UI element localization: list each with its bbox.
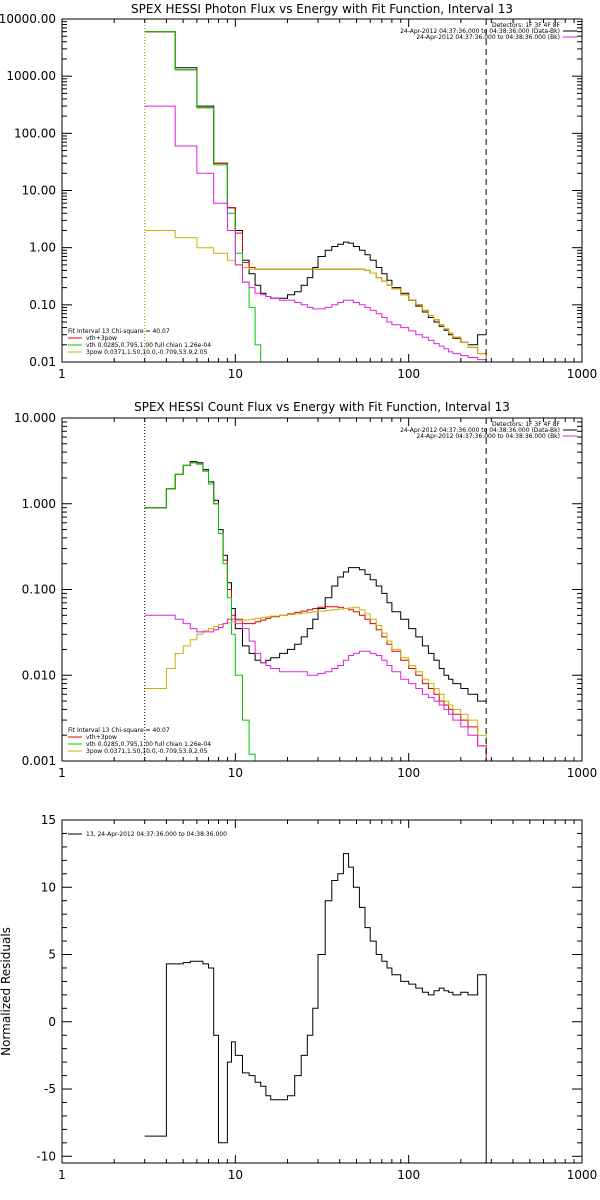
- y-tick-label: 0.100: [22, 583, 56, 597]
- chart-panel-2: SPEX HESSI Count Flux vs Energy with Fit…: [14, 400, 598, 780]
- legend-entry: 24-Apr-2012 04:37:36.000 to 04:38:36.000…: [400, 427, 560, 434]
- series-line-1: [144, 853, 487, 1163]
- y-tick-label: 10.00: [22, 184, 56, 198]
- legend-entry: Detectors: 1F 3F 4F 8F: [492, 421, 561, 428]
- x-tick-label: 10: [228, 1168, 243, 1182]
- y-tick-label: 10000.00: [0, 12, 56, 26]
- y-tick-label: 1.00: [29, 241, 56, 255]
- plot-frame: [61, 18, 583, 363]
- legend-entry: 3pow 0.0371,1.50,10.0,-0.709,53.9,2.05: [86, 748, 208, 755]
- y-tick-label: 100.00: [14, 126, 56, 140]
- legend-entry: vth+3pow: [86, 335, 117, 342]
- legend-entry: 24-Apr-2012 04:37:36.000 to 04:38:36.000…: [400, 28, 560, 35]
- y-tick-label: 15: [41, 813, 56, 827]
- series-line-4: [144, 606, 487, 761]
- x-tick-label: 10: [228, 367, 243, 381]
- y-tick-label: 1000.00: [6, 69, 56, 83]
- y-tick-label: 10.000: [14, 411, 56, 425]
- series-line-3: [144, 31, 262, 362]
- series-line-2: [144, 31, 487, 360]
- chart-title: SPEX HESSI Count Flux vs Energy with Fit…: [134, 400, 510, 414]
- y-tick-label: 0.01: [29, 355, 56, 369]
- chart-panel-3: 1 10 100 1000 -10 -5 0 5 10 15 Normalized Residual…: [0, 813, 597, 1182]
- x-tick-label: 1000: [567, 367, 598, 381]
- x-tick-label: 1: [58, 766, 66, 780]
- x-tick-label: 1: [58, 1168, 66, 1182]
- x-tick-label: 10: [228, 766, 243, 780]
- y-tick-label: 10: [41, 880, 56, 894]
- x-tick-label: 1000: [567, 766, 598, 780]
- legend-entry: 24-Apr-2012 04:37:36.000 to 04:38:36.000…: [416, 433, 560, 440]
- series-line-5: [144, 105, 487, 362]
- chart-panel-1: SPEX HESSI Photon Flux vs Energy with Fi…: [0, 2, 598, 381]
- series-line-3: [144, 462, 256, 761]
- series-line-1: [144, 461, 487, 702]
- legend-entry: Fit Interval 13 Chi-square = 40.07: [68, 727, 170, 734]
- series-line-5: [144, 614, 487, 761]
- y-tick-label: 0.10: [29, 298, 56, 312]
- y-axis-label: Normalized Residuals: [0, 927, 13, 1056]
- y-tick-label: 5: [48, 948, 56, 962]
- series-line-4: [144, 230, 487, 360]
- legend-entry: Detectors: 1F 3F 4F 8F: [492, 22, 561, 29]
- legend-entry: vth 0.0285,0.795,1.00 full chian 1.26e-0…: [86, 342, 211, 349]
- x-tick-label: 1: [58, 367, 66, 381]
- legend-entry: vth 0.0285,0.795,1.00 full chian 1.26e-0…: [86, 741, 211, 748]
- chart-title: SPEX HESSI Photon Flux vs Energy with Fi…: [131, 2, 513, 16]
- y-tick-label: 1.000: [22, 497, 56, 511]
- legend-entry: 13, 24-Apr-2012 04:37:36.000 to 04:38:36…: [86, 831, 227, 838]
- y-tick-label: -5: [44, 1082, 56, 1096]
- plot-frame: [61, 417, 583, 762]
- y-tick-label: 0: [48, 1015, 56, 1029]
- legend-entry: vth+3pow: [86, 734, 117, 741]
- plot-frame: [61, 819, 583, 1164]
- y-tick-label: -10: [36, 1149, 56, 1163]
- legend-entry: 3pow 0.0371,1.50,10.0,-0.709,53.9,2.05: [86, 349, 208, 356]
- legend-entry: Fit Interval 13 Chi-square = 40.07: [68, 328, 170, 335]
- series-line-1: [144, 31, 487, 346]
- x-tick-label: 100: [397, 1168, 420, 1182]
- y-tick-label: 0.010: [22, 668, 56, 682]
- x-tick-label: 100: [397, 766, 420, 780]
- x-tick-label: 100: [397, 367, 420, 381]
- y-tick-label: 0.001: [22, 754, 56, 768]
- legend-entry: 24-Apr-2012 04:37:36.000 to 04:38:36.000…: [416, 34, 560, 41]
- x-tick-label: 1000: [567, 1168, 598, 1182]
